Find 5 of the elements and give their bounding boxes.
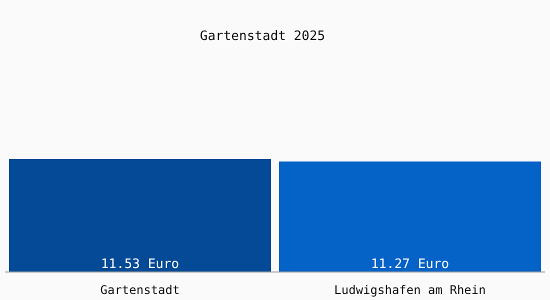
x-tick-label: Gartenstadt [100,283,180,297]
data-label: 11.27 Euro [370,257,450,272]
chart-title: Gartenstadt 2025 [198,29,326,44]
x-tick-label: Ludwigshafen am Rhein [334,283,486,297]
data-label: 11.53 Euro [100,257,180,272]
